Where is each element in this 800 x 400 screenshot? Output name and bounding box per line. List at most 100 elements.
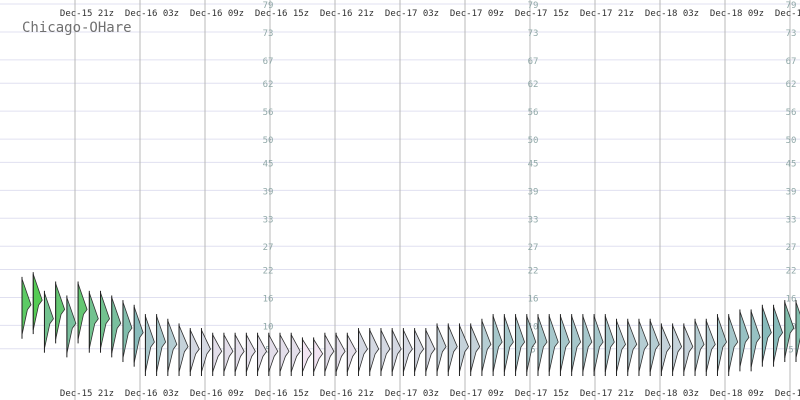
x-tick-label-bottom: Dec-17 09z xyxy=(450,389,504,399)
data-wedge xyxy=(503,315,514,373)
data-wedge xyxy=(515,315,526,373)
data-wedge xyxy=(593,315,604,373)
y-tick-label: 16 xyxy=(263,294,274,304)
x-tick-label-top: Dec-18 03z xyxy=(645,9,699,19)
x-tick-label-top: Dec-17 15z xyxy=(515,9,569,19)
data-wedge xyxy=(604,315,615,373)
y-tick-label: 39 xyxy=(528,187,539,197)
y-tick-label: 33 xyxy=(786,215,797,225)
y-tick-label: 5 xyxy=(265,346,270,356)
y-tick-label: 73 xyxy=(786,29,797,39)
y-tick-label: 56 xyxy=(528,108,539,118)
y-tick-label: 45 xyxy=(263,159,274,169)
data-wedge xyxy=(189,329,200,373)
station-title: Chicago-OHare xyxy=(22,20,132,36)
data-wedge xyxy=(739,311,750,368)
y-tick-label: 45 xyxy=(528,159,539,169)
data-wedge xyxy=(133,306,144,363)
data-wedge xyxy=(773,306,784,363)
y-tick-label: 79 xyxy=(263,1,274,11)
x-tick-label-top: Dec-17 09z xyxy=(450,9,504,19)
y-tick-label: 73 xyxy=(263,29,274,39)
data-wedge xyxy=(481,320,492,373)
y-tick-label: 50 xyxy=(263,136,274,146)
data-wedge xyxy=(425,329,436,373)
data-wedge xyxy=(335,334,346,373)
x-tick-label-bottom: Dec-16 09z xyxy=(190,389,244,399)
data-wedge xyxy=(761,306,772,363)
data-wedge xyxy=(212,334,223,373)
data-wedge xyxy=(100,292,110,349)
data-wedge xyxy=(447,325,458,373)
data-wedge xyxy=(649,320,660,373)
y-tick-label: 22 xyxy=(528,267,539,277)
y-tick-label: 5 xyxy=(788,346,793,356)
data-wedge xyxy=(414,329,425,373)
x-tick-label-top: Dec-17 21z xyxy=(580,9,634,19)
y-tick-label: 56 xyxy=(263,108,274,118)
data-wedge xyxy=(279,334,290,373)
data-wedge xyxy=(750,311,761,368)
x-tick-label-bottom: Dec-16 03z xyxy=(125,389,179,399)
data-wedge xyxy=(245,334,256,373)
data-wedge xyxy=(470,325,481,373)
y-tick-label: 56 xyxy=(786,108,797,118)
y-tick-label: 67 xyxy=(263,57,274,67)
y-tick-label: 10 xyxy=(528,322,539,332)
y-tick-label: 10 xyxy=(263,322,274,332)
data-wedge xyxy=(223,334,234,373)
y-tick-label: 50 xyxy=(528,136,539,146)
data-wedge xyxy=(324,334,335,373)
y-tick-label: 33 xyxy=(263,215,274,225)
x-tick-label-bottom: Dec-17 15z xyxy=(515,389,569,399)
data-wedge xyxy=(122,301,133,359)
data-wedge xyxy=(44,292,54,349)
data-wedge xyxy=(77,283,88,340)
y-tick-label: 27 xyxy=(786,243,797,253)
y-tick-label: 62 xyxy=(786,80,797,90)
data-wedge xyxy=(548,315,559,373)
data-wedge xyxy=(795,301,800,359)
data-wedge xyxy=(616,320,626,373)
x-tick-label-bottom: Dec-17 21z xyxy=(580,389,634,399)
y-tick-label: 67 xyxy=(528,57,539,67)
y-tick-label: 22 xyxy=(786,267,797,277)
y-tick-label: 45 xyxy=(786,159,797,169)
y-tick-label: 39 xyxy=(263,187,274,197)
data-wedge xyxy=(638,320,649,373)
data-wedge xyxy=(167,320,178,373)
data-wedge xyxy=(178,325,189,373)
data-wedge xyxy=(694,320,705,373)
data-wedge xyxy=(459,325,469,373)
data-wedge xyxy=(683,325,694,373)
data-wedge xyxy=(55,283,66,340)
x-tick-label-top: Dec-18 09z xyxy=(710,9,764,19)
x-tick-label-bottom: Dec-18 15z xyxy=(775,389,800,399)
x-tick-label-top: Dec-15 21z xyxy=(60,9,114,19)
y-tick-label: 62 xyxy=(263,80,274,90)
data-wedge xyxy=(346,334,357,373)
x-tick-label-bottom: Dec-18 09z xyxy=(710,389,764,399)
data-wedge xyxy=(88,292,99,349)
data-wedge xyxy=(21,278,32,335)
y-tick-label: 16 xyxy=(786,294,797,304)
y-tick-label: 27 xyxy=(263,243,274,253)
y-tick-label: 5 xyxy=(530,346,535,356)
data-wedge xyxy=(537,315,548,373)
y-tick-label: 33 xyxy=(528,215,539,225)
data-wedge xyxy=(571,315,582,373)
data-wedge xyxy=(358,329,368,373)
y-tick-label: 67 xyxy=(786,57,797,67)
data-wedge xyxy=(705,320,716,373)
x-tick-label-bottom: Dec-16 21z xyxy=(320,389,374,399)
y-tick-label: 79 xyxy=(786,1,797,11)
y-tick-label: 50 xyxy=(786,136,797,146)
data-wedge xyxy=(436,325,447,373)
x-tick-label-bottom: Dec-17 03z xyxy=(385,389,439,399)
x-tick-label-top: Dec-16 15z xyxy=(255,9,309,19)
x-tick-label-bottom: Dec-15 21z xyxy=(60,389,114,399)
y-tick-label: 39 xyxy=(786,187,797,197)
data-wedge xyxy=(201,329,211,373)
data-wedge xyxy=(560,315,570,373)
x-tick-label-top: Dec-16 03z xyxy=(125,9,179,19)
